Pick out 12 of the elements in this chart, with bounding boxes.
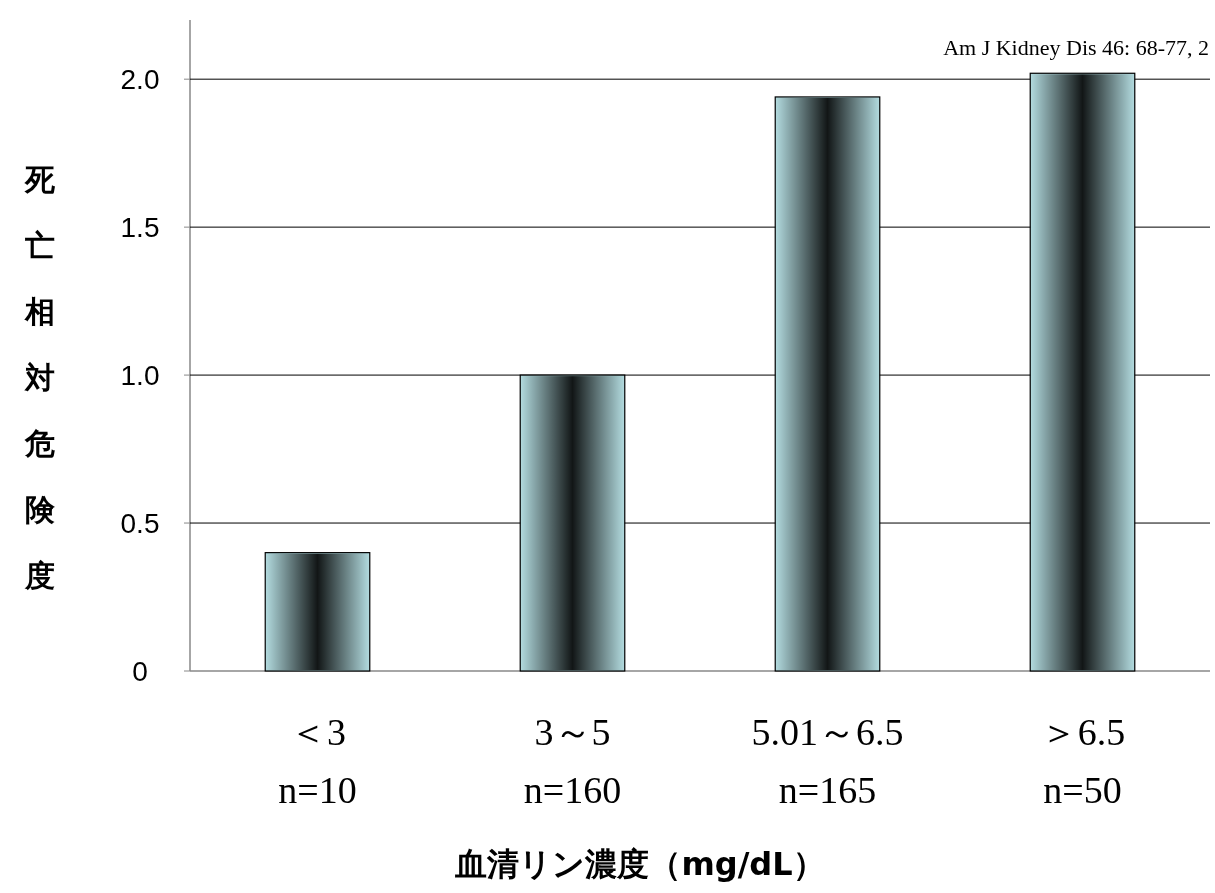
x-tick-label: ＞6.5 n=50 — [1039, 711, 1126, 811]
x-tick-label: ＜3 n=10 — [278, 711, 357, 811]
y-axis-title: 死亡相対危険度 — [24, 162, 56, 593]
y-tick-label: 1.5 — [120, 211, 160, 243]
y-tick-label: 0.5 — [120, 507, 160, 539]
annotation: Am J Kidney Dis 46: 68-77, 2 — [943, 35, 1209, 60]
y-tick-label: 1.0 — [120, 359, 160, 391]
x-axis-title: 血清リン濃度（mg/dL） — [454, 845, 825, 883]
x-tick-label: 3～5 n=160 — [523, 711, 622, 811]
y-tick-label: 2.0 — [120, 63, 160, 95]
x-tick-label: 5.01～6.5 n=165 — [751, 711, 904, 811]
y-tick-label: 0 — [132, 655, 148, 687]
